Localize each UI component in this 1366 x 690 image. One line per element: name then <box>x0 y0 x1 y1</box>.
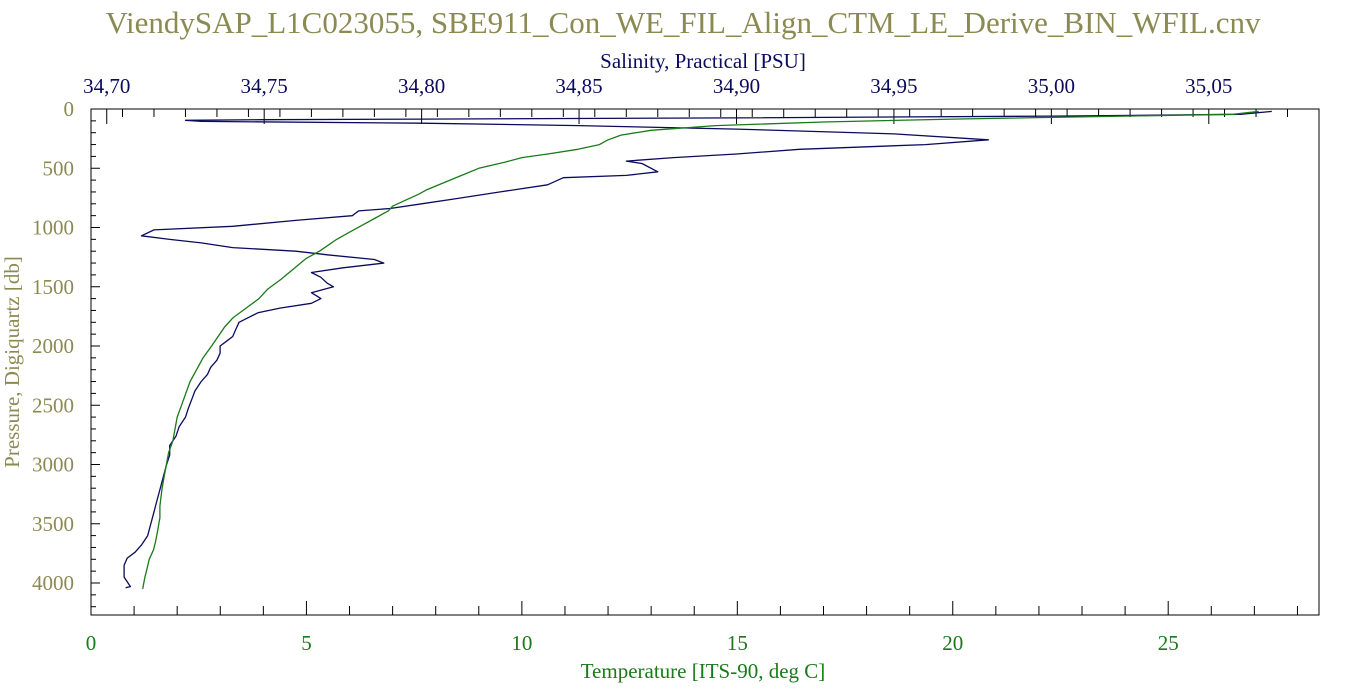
y-axis-tick-label: 3500 <box>32 512 74 536</box>
top-axis-tick-label: 34,90 <box>713 74 760 98</box>
top-axis-tick-label: 34,95 <box>870 74 917 98</box>
y-axis-tick-label: 2000 <box>32 334 74 358</box>
plot-frame <box>90 108 1320 616</box>
y-axis-tick-label: 1000 <box>32 216 74 240</box>
bottom-axis-tick-label: 20 <box>942 631 963 655</box>
bottom-axis-tick-label: 10 <box>511 631 532 655</box>
bottom-axis-tick-label: 15 <box>727 631 748 655</box>
temperature-profile-line <box>142 110 1259 590</box>
y-axis-tick-label: 1500 <box>32 275 74 299</box>
axes-layer: 0 500 1000 1500 2000 2500 3000 3500 4000 34,70 34,… <box>32 74 1320 655</box>
chart-title: ViendySAP_L1C023055, SBE911_Con_WE_FIL_A… <box>105 5 1261 40</box>
top-axis-tick-label: 34,75 <box>241 74 288 98</box>
bottom-axis-label: Temperature [ITS-90, deg C] <box>581 659 826 683</box>
bottom-axis-tick-label: 25 <box>1158 631 1179 655</box>
top-axis-tick-label: 35,05 <box>1185 74 1232 98</box>
y-axis-tick-label: 0 <box>64 97 75 121</box>
left-axis-label: Pressure, Digiquartz [db] <box>0 256 24 468</box>
y-axis-tick-label: 4000 <box>32 571 74 595</box>
bottom-axis-tick-label: 5 <box>301 631 312 655</box>
salinity-profile-line <box>123 110 1272 589</box>
top-axis-tick-label: 34,85 <box>555 74 602 98</box>
y-axis-tick-label: 3000 <box>32 453 74 477</box>
bottom-axis-tick-label: 0 <box>86 631 97 655</box>
y-axis-tick-label: 2500 <box>32 393 74 417</box>
top-axis-tick-label: 34,70 <box>83 74 130 98</box>
top-axis-label: Salinity, Practical [PSU] <box>600 49 806 73</box>
series-layer <box>123 110 1272 590</box>
top-axis-tick-label: 35,00 <box>1028 74 1075 98</box>
y-axis-tick-label: 500 <box>43 156 75 180</box>
top-axis-tick-label: 34,80 <box>398 74 445 98</box>
